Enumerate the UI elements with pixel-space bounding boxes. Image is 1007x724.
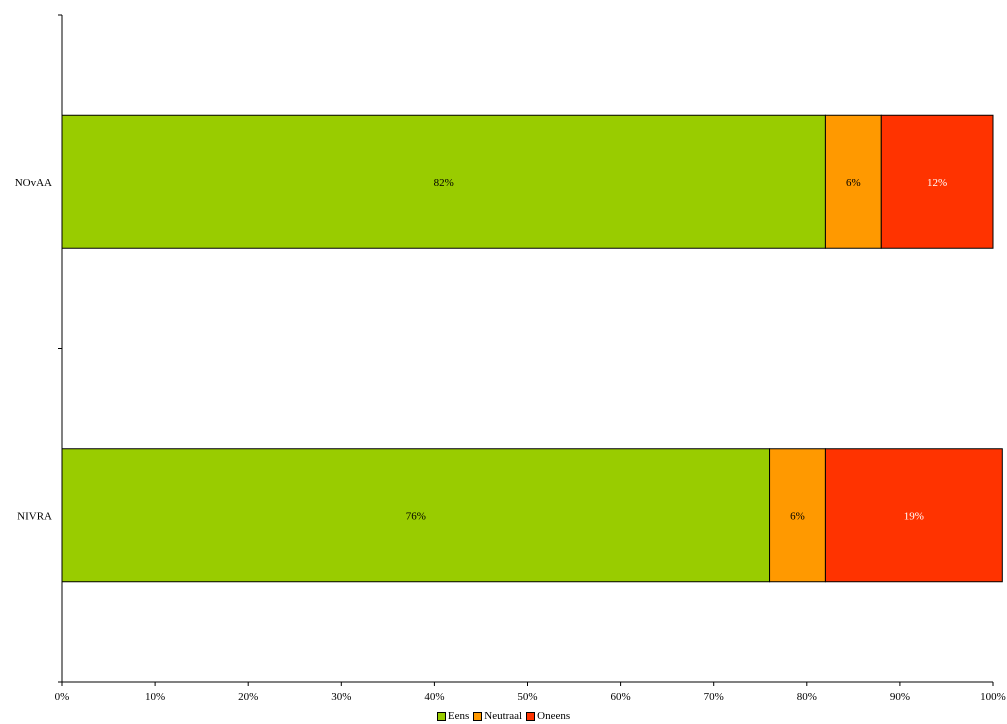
x-tick-label: 70% (704, 691, 724, 703)
legend-item-oneens: Oneens (526, 710, 570, 722)
x-tick-label: 50% (517, 691, 537, 703)
x-tick-label: 90% (890, 691, 910, 703)
bar-novaa-neutraal (824, 114, 882, 249)
x-tick-label: 30% (331, 691, 351, 703)
legend-item-eens: Eens (436, 710, 470, 722)
legend-swatch-eens (436, 711, 446, 721)
bar-novaa-eens (61, 114, 826, 249)
x-tick-label: 60% (611, 691, 631, 703)
bar-nivra-oneens (824, 448, 1003, 583)
category-label-nivra: NIVRA (17, 510, 52, 522)
bars-group: 82% 6% 12% 76% 6% 19% (61, 114, 1003, 583)
legend-label-oneens: Oneens (537, 710, 571, 722)
legend-label-eens: Eens (447, 710, 470, 722)
axes-group: NOvAA NIVRA 0% 10% 20% 30% 40% 50% 60% 70% 80% 90% 1… (15, 14, 1006, 703)
x-tick-label: 0% (55, 691, 70, 703)
x-tick-label: 80% (797, 691, 817, 703)
data-label-novaa-neutraal: 6% (846, 177, 861, 189)
legend: Eens Neutraal Oneens (0, 709, 1007, 723)
x-tick-label: 40% (424, 691, 444, 703)
data-label-novaa-eens: 82% (434, 177, 454, 189)
x-tick-label: 20% (238, 691, 258, 703)
x-tick-label: 100% (980, 691, 1006, 703)
legend-swatch-oneens (526, 711, 536, 721)
bar-nivra-neutraal (769, 448, 826, 583)
legend-item-neutraal: Neutraal (473, 710, 522, 722)
data-label-novaa-oneens: 12% (927, 177, 947, 189)
data-label-nivra-eens: 76% (406, 510, 426, 522)
legend-label-neutraal: Neutraal (484, 710, 523, 722)
legend-swatch-neutraal (473, 711, 483, 721)
data-label-nivra-neutraal: 6% (790, 510, 805, 522)
bar-novaa-oneens (880, 114, 994, 249)
x-tick-label: 10% (145, 691, 165, 703)
category-label-novaa: NOvAA (15, 177, 52, 189)
data-label-nivra-oneens: 19% (904, 510, 924, 522)
bar-nivra-eens (61, 448, 771, 583)
